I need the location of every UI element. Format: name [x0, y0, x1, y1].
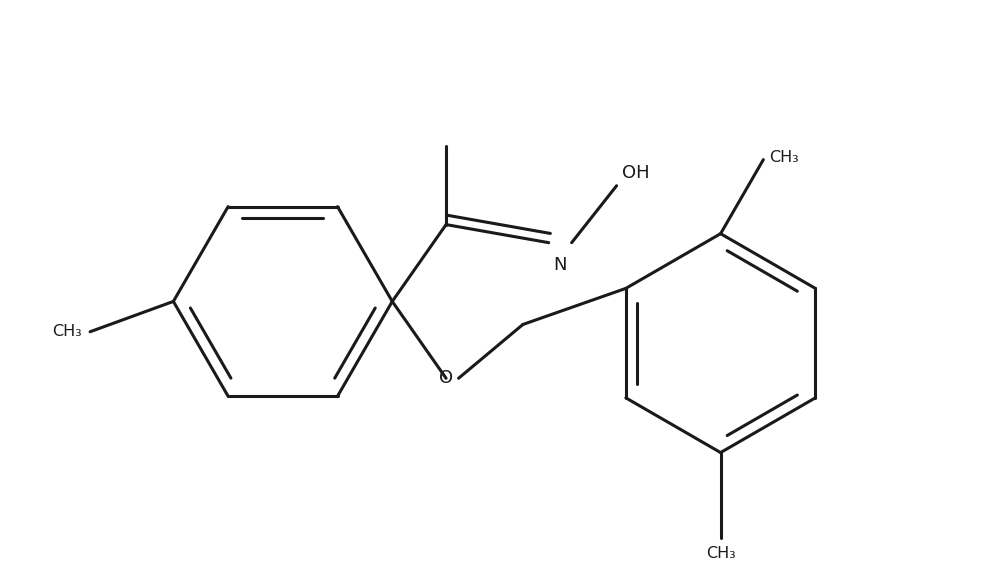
Text: O: O [439, 369, 453, 387]
Text: CH₃: CH₃ [52, 324, 81, 339]
Text: N: N [553, 256, 566, 274]
Text: CH₃: CH₃ [706, 546, 736, 562]
Text: OH: OH [622, 164, 649, 182]
Text: CH₃: CH₃ [770, 150, 799, 165]
